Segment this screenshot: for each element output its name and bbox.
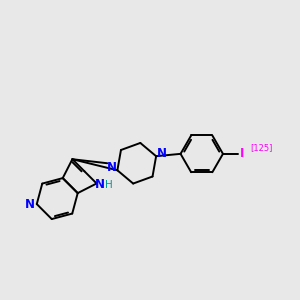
Text: [125]: [125]	[250, 143, 272, 152]
Text: N: N	[157, 147, 167, 160]
Text: N: N	[94, 178, 105, 191]
Text: I: I	[240, 147, 244, 160]
Text: N: N	[25, 198, 35, 211]
Text: N: N	[106, 161, 116, 174]
Text: H: H	[105, 180, 113, 190]
